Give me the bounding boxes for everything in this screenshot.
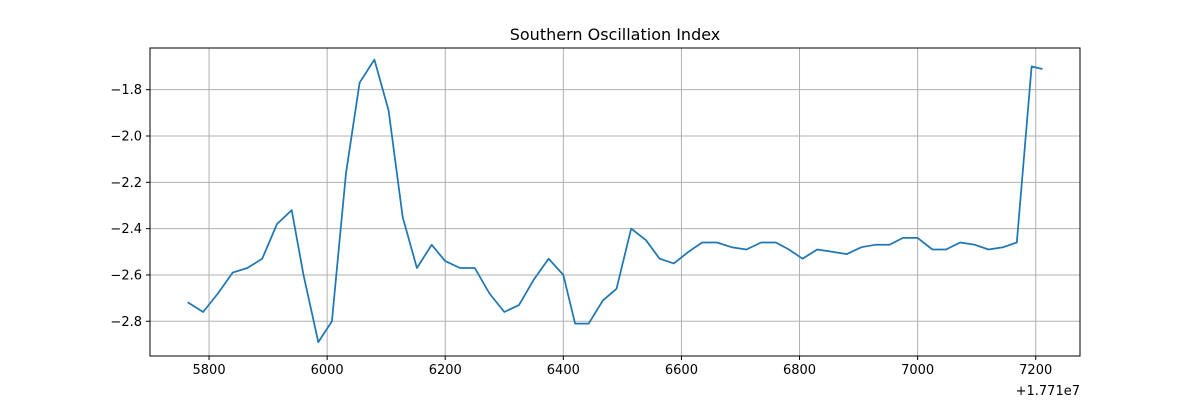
y-tick-label: −2.0 <box>110 130 142 145</box>
x-tick-label: 5800 <box>193 363 226 378</box>
y-tick-label: −2.4 <box>110 222 142 237</box>
axes-frame <box>149 47 1081 357</box>
x-tick-label: 7200 <box>1019 363 1052 378</box>
x-axis-offset-label: +1.771e7 <box>1016 384 1080 399</box>
x-tick-label: 6200 <box>429 363 462 378</box>
y-tick-label: −2.2 <box>110 176 142 191</box>
x-tick-label: 6800 <box>783 363 816 378</box>
series-line <box>187 58 1043 343</box>
y-tick-label: −2.6 <box>110 268 142 283</box>
series-layer <box>187 58 1043 343</box>
chart-title: Southern Oscillation Index <box>510 25 721 44</box>
x-tick-label: 7000 <box>901 363 934 378</box>
y-tick-label: −2.8 <box>110 315 142 330</box>
x-tick-label: 6400 <box>547 363 580 378</box>
y-tick-label: −1.8 <box>110 83 142 98</box>
x-tick-label: 6000 <box>311 363 344 378</box>
ticks: 5800 6000 6200 6400 6600 6800 7000 7200 −2.8 −2.6… <box>110 83 1052 378</box>
grid <box>150 48 1080 356</box>
x-tick-label: 6600 <box>665 363 698 378</box>
